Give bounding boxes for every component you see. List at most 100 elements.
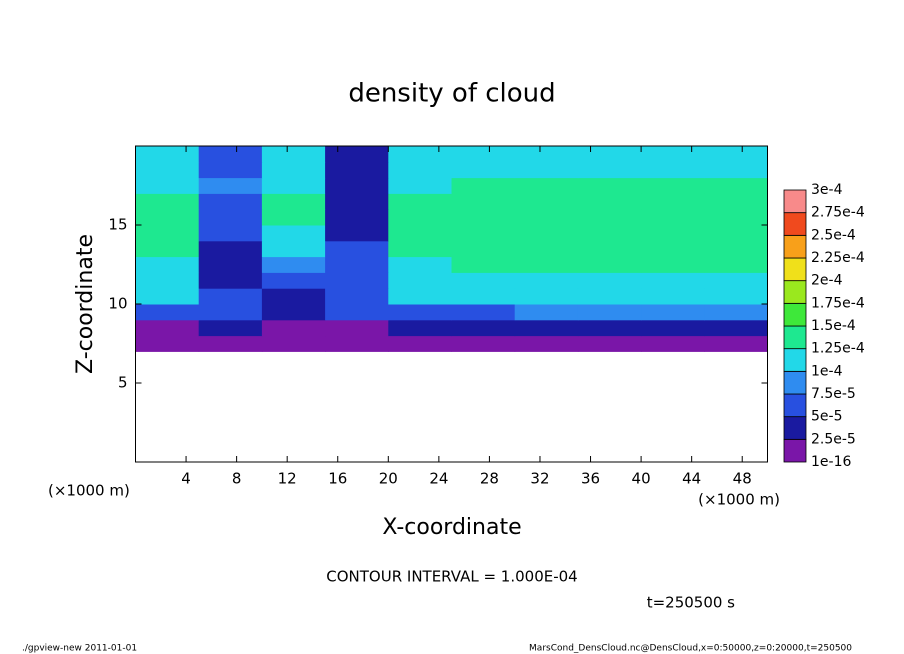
- cell: [577, 335, 642, 352]
- cell: [514, 225, 579, 242]
- colorbar-box: [783, 416, 807, 440]
- cell: [641, 288, 705, 305]
- cell: [325, 256, 389, 273]
- cell: [388, 177, 452, 194]
- cell: [641, 146, 705, 163]
- colorbar-label: 1e-4: [811, 363, 843, 379]
- cell: [388, 240, 452, 258]
- colorbar-box: [783, 438, 807, 463]
- cell: [388, 319, 452, 337]
- cell: [641, 304, 705, 321]
- cell: [704, 193, 768, 210]
- colorbar-box: [783, 325, 807, 350]
- y-tick-label: 5: [118, 374, 128, 392]
- x-tick-label: 4: [181, 470, 191, 488]
- cell: [514, 177, 579, 194]
- cell: [514, 240, 579, 258]
- colorbar-box: [783, 348, 807, 372]
- cell: [261, 256, 326, 273]
- cell: [704, 161, 768, 179]
- cell: [514, 256, 579, 273]
- cell: [641, 161, 705, 179]
- cell: [577, 177, 642, 194]
- x-tick-label: 24: [429, 470, 448, 488]
- cell: [135, 209, 200, 226]
- cell: [261, 146, 326, 163]
- cell: [451, 272, 516, 289]
- y-axis-label: Z-coordinate: [73, 234, 98, 374]
- cell: [198, 209, 263, 226]
- colorbar-label: 2.25e-4: [811, 250, 865, 266]
- cell: [577, 256, 642, 273]
- cell: [514, 161, 579, 179]
- cell: [451, 161, 516, 179]
- y-tick-label: 15: [108, 216, 127, 234]
- cell: [198, 256, 263, 273]
- x-tick-label: 8: [232, 470, 242, 488]
- chart-title: density of cloud: [348, 79, 555, 109]
- cell: [641, 319, 705, 337]
- cell: [641, 225, 705, 242]
- cell: [325, 335, 389, 352]
- cell: [577, 193, 642, 210]
- x-axis-label: X-coordinate: [382, 515, 521, 540]
- cell: [198, 161, 263, 179]
- cell: [388, 256, 452, 273]
- cell: [704, 240, 768, 258]
- colorbar-label: 2e-4: [811, 273, 843, 289]
- cell: [514, 193, 579, 210]
- x-tick-label: 44: [682, 470, 701, 488]
- cell: [704, 209, 768, 226]
- cell: [704, 146, 768, 163]
- cell: [641, 335, 705, 352]
- cell: [198, 225, 263, 242]
- cell: [325, 161, 389, 179]
- colorbar-label: 1.25e-4: [811, 341, 865, 357]
- colorbar-box: [783, 280, 807, 304]
- colorbar-box: [783, 393, 807, 418]
- cell: [261, 272, 326, 289]
- footer-right: MarsCond_DensCloud.nc@DensCloud,x=0:5000…: [529, 644, 852, 654]
- y-tick-label: 10: [108, 295, 127, 313]
- cell: [577, 319, 642, 337]
- cell: [135, 240, 200, 258]
- cell: [388, 288, 452, 305]
- cell: [135, 177, 200, 194]
- cell: [135, 161, 200, 179]
- x-tick-label: 32: [530, 470, 549, 488]
- colorbar-label: 5e-5: [811, 409, 842, 425]
- cell: [704, 177, 768, 194]
- colorbar-box: [783, 257, 807, 282]
- colorbar-box: [783, 234, 807, 259]
- cell: [135, 146, 200, 163]
- colorbar-label: 2.5e-5: [811, 431, 856, 447]
- cell: [325, 146, 389, 163]
- cell: [577, 225, 642, 242]
- cell: [261, 177, 326, 194]
- cell: [514, 335, 579, 352]
- cell: [261, 335, 326, 352]
- cell: [388, 209, 452, 226]
- cell: [198, 272, 263, 289]
- cell: [198, 240, 263, 258]
- x-tick-label: 16: [328, 470, 347, 488]
- cell: [704, 256, 768, 273]
- cell: [514, 288, 579, 305]
- cell: [198, 335, 263, 352]
- cell: [388, 225, 452, 242]
- cell: [451, 335, 516, 352]
- cell: [198, 319, 263, 337]
- cell: [577, 240, 642, 258]
- cell: [261, 304, 326, 321]
- cell: [135, 304, 200, 321]
- cell: [704, 335, 768, 352]
- cell: [577, 146, 642, 163]
- cell: [135, 225, 200, 242]
- colorbar-box: [783, 370, 807, 395]
- cell: [325, 177, 389, 194]
- cell: [451, 288, 516, 305]
- cell: [451, 193, 516, 210]
- x-tick-label: 36: [581, 470, 600, 488]
